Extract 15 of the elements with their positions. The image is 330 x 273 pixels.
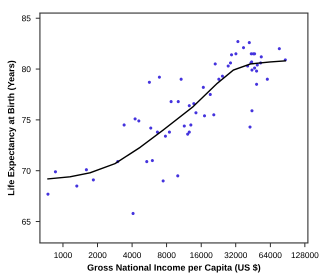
x-tick-label: 8000 — [158, 252, 176, 258]
x-tick-label: 2000 — [88, 252, 106, 258]
x-axis-title: Gross National Income per Capita (US $) — [88, 264, 260, 273]
y-tick-label: 80 — [22, 66, 31, 72]
x-tick-label: 128000 — [292, 252, 318, 258]
y-tick-label: 70 — [22, 168, 31, 174]
x-tick-label: 64000 — [259, 252, 282, 258]
x-tick-label: 1000 — [54, 252, 72, 258]
x-tick-label: 4000 — [123, 252, 142, 258]
y-tick-label: 85 — [22, 15, 31, 22]
y-tick-label: 75 — [22, 117, 31, 123]
y-axis-title: Life Expectancy at Birth (Years) — [8, 60, 16, 196]
y-tick-label: 65 — [22, 218, 31, 225]
x-tick-label: 16000 — [190, 252, 212, 258]
x-tick-label: 32000 — [224, 252, 248, 258]
